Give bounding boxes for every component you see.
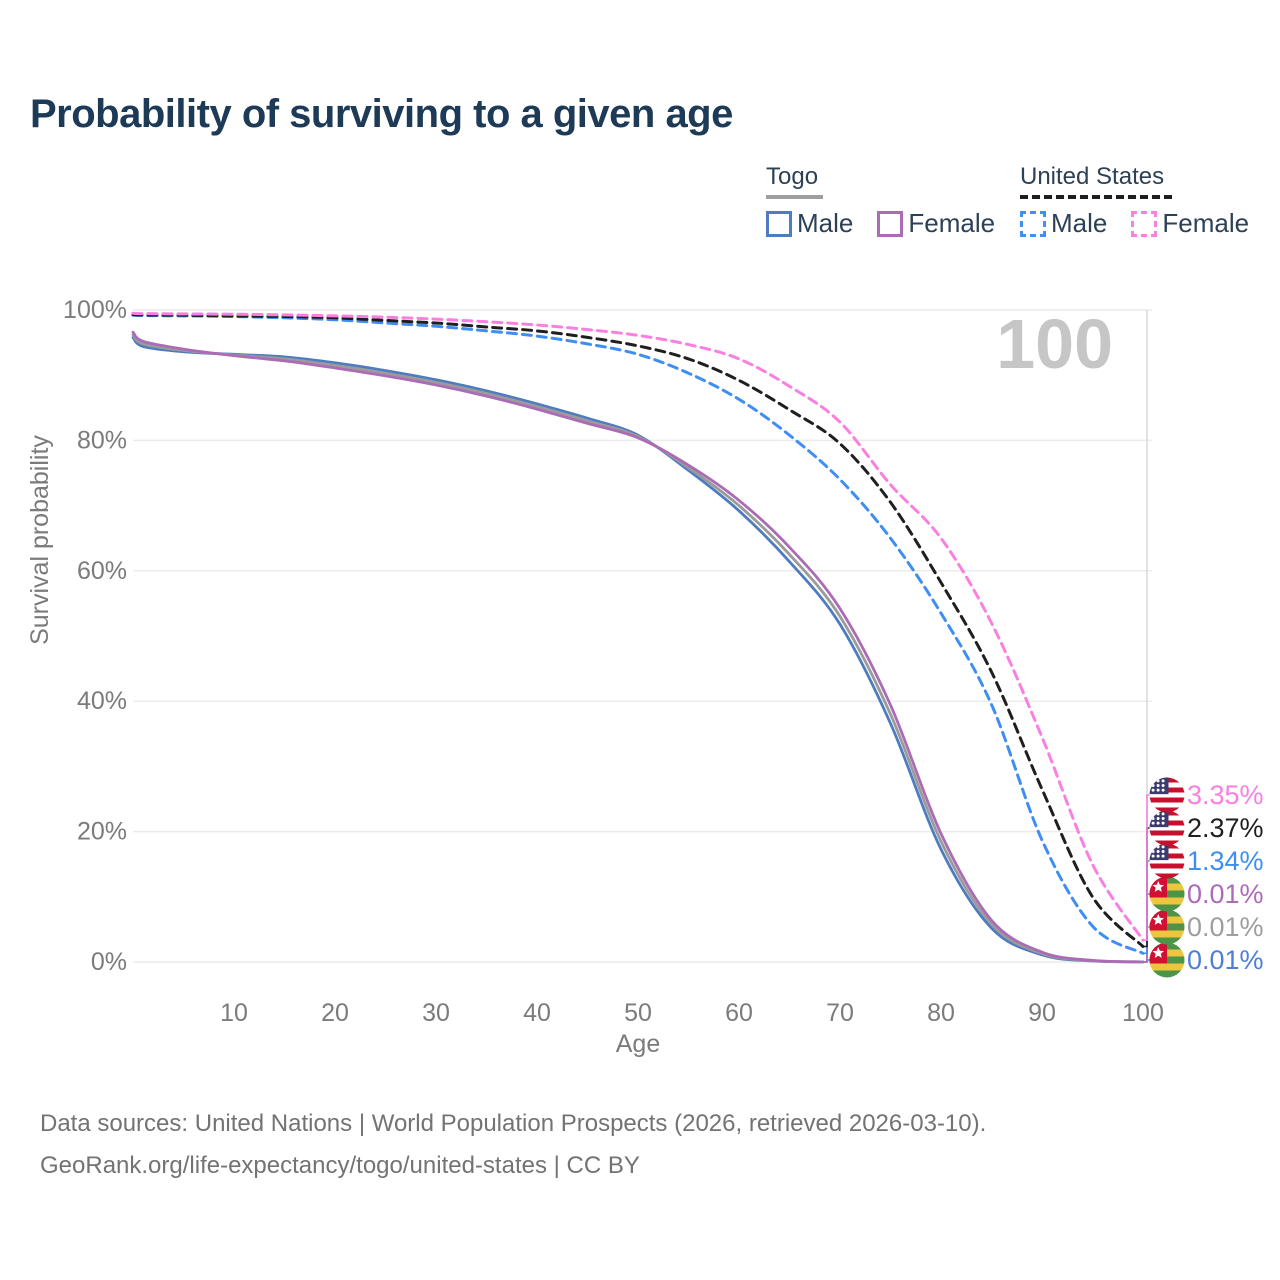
page-title: Probability of surviving to a given age xyxy=(30,92,733,136)
legend-underline-dashed-icon xyxy=(1020,195,1172,199)
x-tick-label: 20 xyxy=(321,999,349,1027)
us-female-swatch-icon xyxy=(1131,210,1158,237)
source-url-line: GeoRank.org/life-expectancy/togo/united-… xyxy=(40,1152,640,1179)
legend-country-label-togo: Togo xyxy=(766,163,819,190)
us-flag-icon xyxy=(1149,777,1185,813)
end-value-label-togo-female: 0.01% xyxy=(1187,879,1264,909)
end-value-label-us-male: 1.34% xyxy=(1187,846,1264,876)
end-value-label-togo-male: 0.01% xyxy=(1187,945,1264,975)
y-tick-label: 80% xyxy=(77,426,127,454)
hover-age-watermark: 100 xyxy=(996,305,1113,383)
legend-item-togo-male[interactable]: Male xyxy=(766,208,853,239)
togo-flag-icon xyxy=(1149,876,1185,912)
legend-item-label: Female xyxy=(908,208,996,238)
us-male-swatch-icon xyxy=(1020,210,1046,237)
curve-togo-male[interactable] xyxy=(131,336,1145,964)
legend-country-label-united-states: United States xyxy=(1020,163,1165,190)
curve-us-male[interactable] xyxy=(131,313,1145,955)
y-tick-label: 100% xyxy=(63,296,127,324)
x-tick-label: 90 xyxy=(1028,999,1056,1027)
curve-togo-both[interactable] xyxy=(131,333,1145,964)
x-tick-label: 100 xyxy=(1122,999,1164,1027)
chart-legend: Togo Male Female United States Male xyxy=(0,163,1280,243)
chart-footer: Data sources: United Nations | World Pop… xyxy=(40,1103,986,1187)
togo-flag-icon xyxy=(1149,909,1185,945)
y-tick-label: 20% xyxy=(77,818,127,846)
legend-item-label: Female xyxy=(1162,208,1250,238)
end-label-connector xyxy=(1143,794,1151,941)
x-tick-label: 10 xyxy=(220,999,248,1027)
x-tick-label: 70 xyxy=(826,999,854,1027)
x-tick-label: 60 xyxy=(725,999,753,1027)
curve-us-female[interactable] xyxy=(131,311,1145,942)
legend-group-united-states: United States Male Female xyxy=(1020,163,1249,239)
end-value-label-us-female: 3.35% xyxy=(1187,780,1264,810)
legend-underline-solid-icon xyxy=(766,195,823,199)
data-sources-line: Data sources: United Nations | World Pop… xyxy=(40,1110,987,1137)
togo-flag-icon xyxy=(1149,942,1185,978)
y-tick-label: 0% xyxy=(91,948,127,976)
curve-us-both[interactable] xyxy=(131,313,1145,948)
us-flag-icon xyxy=(1149,843,1185,879)
legend-item-label: Male xyxy=(1051,208,1108,238)
us-flag-icon xyxy=(1149,810,1185,846)
legend-item-label: Male xyxy=(797,208,854,238)
end-value-label-togo-both: 0.01% xyxy=(1187,912,1264,942)
curve-togo-female[interactable] xyxy=(131,330,1145,964)
legend-item-togo-female[interactable]: Female xyxy=(877,208,995,239)
togo-male-swatch-icon xyxy=(766,210,792,237)
legend-group-togo: Togo Male Female xyxy=(766,163,995,239)
end-value-label-us-both: 2.37% xyxy=(1187,813,1264,843)
x-tick-label: 40 xyxy=(523,999,551,1027)
x-tick-label: 50 xyxy=(624,999,652,1027)
x-tick-label: 30 xyxy=(422,999,450,1027)
y-axis-title: Survival probability xyxy=(26,435,54,645)
togo-female-swatch-icon xyxy=(877,210,904,237)
x-tick-label: 80 xyxy=(927,999,955,1027)
legend-item-us-male[interactable]: Male xyxy=(1020,208,1107,239)
survival-probability-chart[interactable]: 100 0% 20% 40% 60% 80% 100% 10 20 30 40 50 60 70 80 90 1… xyxy=(0,0,1280,1080)
legend-item-us-female[interactable]: Female xyxy=(1131,208,1249,239)
y-tick-label: 60% xyxy=(77,557,127,585)
y-tick-label: 40% xyxy=(77,687,127,715)
x-axis-title: Age xyxy=(616,1030,660,1058)
